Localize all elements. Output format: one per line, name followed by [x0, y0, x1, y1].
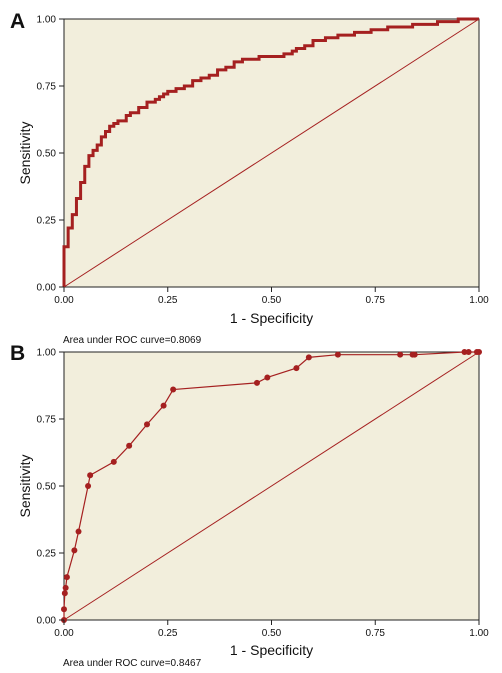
panel-b-point-12 — [160, 402, 167, 409]
panel-b-x-tick-label-0: 0.00 — [54, 628, 74, 639]
panel-b-letter: B — [10, 342, 25, 365]
panel-b-y-tick-label-4: 1.00 — [37, 348, 57, 359]
panel-b-point-11 — [144, 421, 150, 428]
panel-a-x-tick-label-2: 0.50 — [262, 295, 282, 306]
panel-b-y-tick-label-2: 0.50 — [37, 482, 57, 493]
panel-b-point-15 — [264, 374, 271, 381]
panel-b-x-tick-label-1: 0.25 — [158, 628, 178, 639]
panel-b-reference-line — [63, 351, 480, 621]
panel-a-x-axis-title: 1 - Specificity — [230, 310, 313, 326]
panel-a-x-tick-label-0: 0.00 — [54, 295, 74, 306]
panel-a-reference-line — [63, 18, 480, 288]
panel-a-y-axis-ticks: 0.00 0.25 0.50 0.75 1.00 — [37, 15, 64, 294]
panel-b-point-25 — [476, 349, 482, 355]
panel-b-point-17 — [305, 354, 312, 361]
panel-b-point-22 — [461, 349, 468, 355]
panel-b-point-2 — [61, 590, 68, 597]
panel-b-point-13 — [170, 386, 177, 393]
panel-b-y-tick-label-1: 0.25 — [37, 549, 57, 560]
panel-b-x-axis-title: 1 - Specificity — [230, 642, 313, 658]
panel-b-point-4 — [63, 574, 70, 581]
panel-b-point-16 — [293, 365, 300, 372]
panel-b-x-tick-label-4: 1.00 — [469, 628, 489, 639]
panel-a-y-tick-label-0: 0.00 — [37, 283, 57, 294]
panel-a-roc-curve — [62, 17, 479, 287]
panel-b-y-axis-ticks: 0.00 0.25 0.50 0.75 1.00 — [37, 348, 64, 627]
panel-b-y-tick-label-3: 0.75 — [37, 415, 57, 426]
panel-a: A 0.00 0.25 0.50 0.75 1.00 0.00 0.25 0.50 0.75 1… — [10, 10, 489, 346]
panel-b-point-5 — [71, 547, 78, 554]
panel-b-point-8 — [87, 472, 94, 479]
panel-a-y-axis-title: Sensitivity — [17, 121, 33, 184]
panel-b-x-tick-label-2: 0.50 — [262, 628, 282, 639]
panel-b-point-18 — [334, 351, 341, 358]
panel-a-y-tick-label-4: 1.00 — [37, 15, 57, 26]
panel-a-x-tick-label-4: 1.00 — [469, 295, 489, 306]
panel-b-x-axis-ticks: 0.00 0.25 0.50 0.75 1.00 — [54, 620, 489, 639]
panel-a-x-tick-label-3: 0.75 — [366, 295, 386, 306]
panel-a-y-tick-label-1: 0.25 — [37, 216, 57, 227]
panel-b-point-10 — [126, 442, 133, 449]
panel-b-point-19 — [397, 351, 404, 358]
panel-a-y-tick-label-2: 0.50 — [37, 149, 57, 160]
panel-b-point-23 — [465, 349, 472, 355]
panel-b-y-axis-title: Sensitivity — [17, 454, 33, 517]
panel-b-y-tick-label-0: 0.00 — [37, 616, 57, 627]
panel-a-auc-annotation: Area under ROC curve=0.8069 — [63, 335, 202, 346]
panel-b: B 0.00 0.25 0.50 0.75 1.00 0.00 0.25 0.50 0.75 1… — [10, 342, 489, 669]
panel-b-point-14 — [253, 379, 260, 386]
panel-a-x-axis-ticks: 0.00 0.25 0.50 0.75 1.00 — [54, 287, 489, 306]
panel-b-point-1 — [61, 606, 67, 613]
panel-b-point-6 — [75, 528, 82, 535]
panel-b-point-7 — [85, 483, 92, 489]
panel-b-point-21 — [411, 351, 418, 358]
panel-a-x-tick-label-1: 0.25 — [158, 295, 178, 306]
panel-b-point-3 — [62, 584, 69, 591]
panel-a-y-tick-label-3: 0.75 — [37, 82, 57, 93]
panel-b-x-tick-label-3: 0.75 — [366, 628, 386, 639]
panel-b-point-9 — [110, 458, 117, 465]
panel-b-auc-annotation: Area under ROC curve=0.8467 — [63, 658, 202, 669]
panel-a-letter: A — [10, 10, 25, 33]
